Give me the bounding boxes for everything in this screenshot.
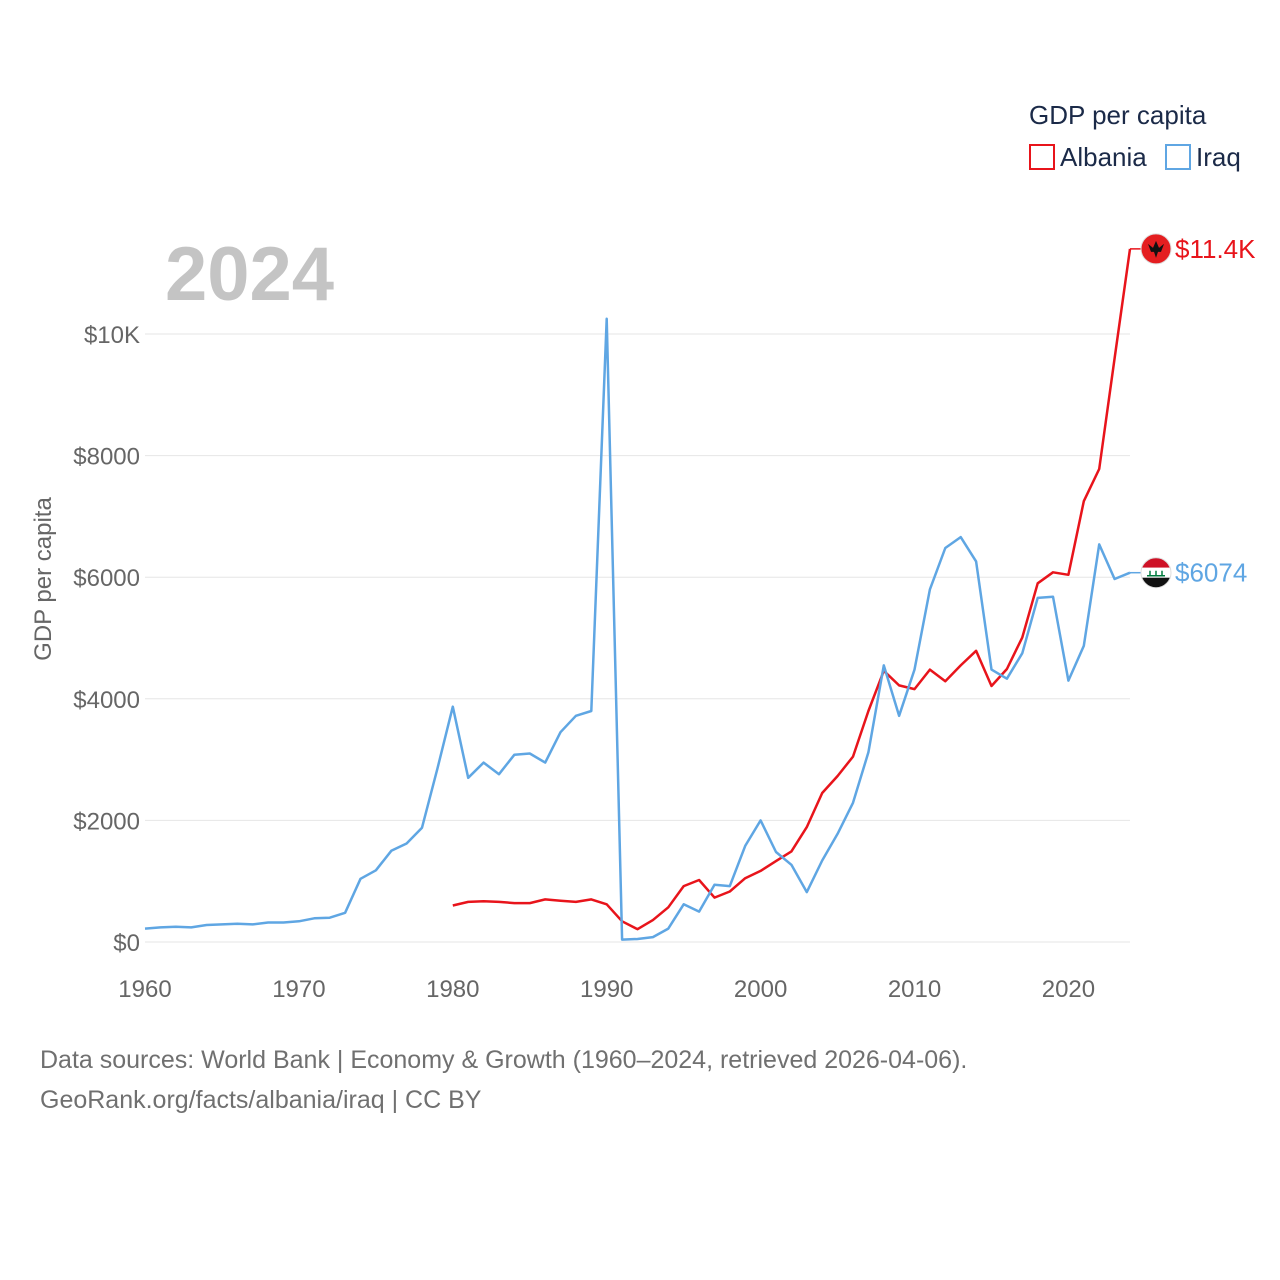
footer: Data sources: World Bank | Economy & Gro… — [40, 1040, 967, 1120]
legend-label-iraq: Iraq — [1196, 142, 1241, 172]
y-tick-label: $4000 — [73, 687, 140, 714]
legend-label-albania: Albania — [1060, 142, 1147, 172]
y-tick-label: $0 — [113, 930, 140, 957]
x-axis-ticks: 1960 1970 1980 1990 2000 2010 2020 — [118, 976, 1095, 1003]
y-axis-label: GDP per capita — [30, 497, 57, 661]
legend-swatch-albania — [1029, 144, 1055, 170]
credit-link[interactable]: GeoRank.org/facts/albania/iraq | CC BY — [40, 1086, 482, 1114]
end-label-iraq: $6074 — [1175, 558, 1247, 588]
x-tick-label: 1990 — [580, 976, 633, 1003]
y-tick-label: $2000 — [73, 808, 140, 835]
y-axis-ticks: $0 $2000 $4000 $6000 $8000 $10K — [73, 322, 140, 957]
legend-item-albania[interactable]: Albania — [1029, 142, 1147, 172]
x-tick-label: 2000 — [734, 976, 787, 1003]
y-tick-label: $10K — [84, 322, 140, 349]
legend: GDP per capita Albania Iraq — [1029, 100, 1241, 172]
legend-title: GDP per capita — [1029, 100, 1207, 130]
x-tick-label: 1970 — [272, 976, 325, 1003]
x-tick-label: 2020 — [1042, 976, 1095, 1003]
series-end-labels: $11.4K $6074 — [1130, 233, 1256, 589]
albania-flag-icon — [1140, 233, 1172, 265]
y-tick-label: $8000 — [73, 444, 140, 471]
end-label-albania: $11.4K — [1175, 234, 1256, 264]
legend-item-iraq[interactable]: Iraq — [1165, 142, 1241, 172]
series-line-albania[interactable] — [452, 248, 1132, 931]
data-sources-text: Data sources: World Bank | Economy & Gro… — [40, 1046, 968, 1074]
x-tick-label: 1960 — [118, 976, 171, 1003]
year-label: 2024 — [165, 232, 334, 317]
x-tick-label: 2010 — [888, 976, 941, 1003]
y-tick-label: $6000 — [73, 565, 140, 592]
legend-swatch-iraq — [1165, 144, 1191, 170]
series-line-iraq[interactable] — [144, 317, 1131, 941]
series-lines — [144, 248, 1132, 941]
iraq-flag-icon — [1140, 557, 1172, 589]
y-gridlines — [145, 333, 1130, 943]
x-tick-label: 1980 — [426, 976, 479, 1003]
